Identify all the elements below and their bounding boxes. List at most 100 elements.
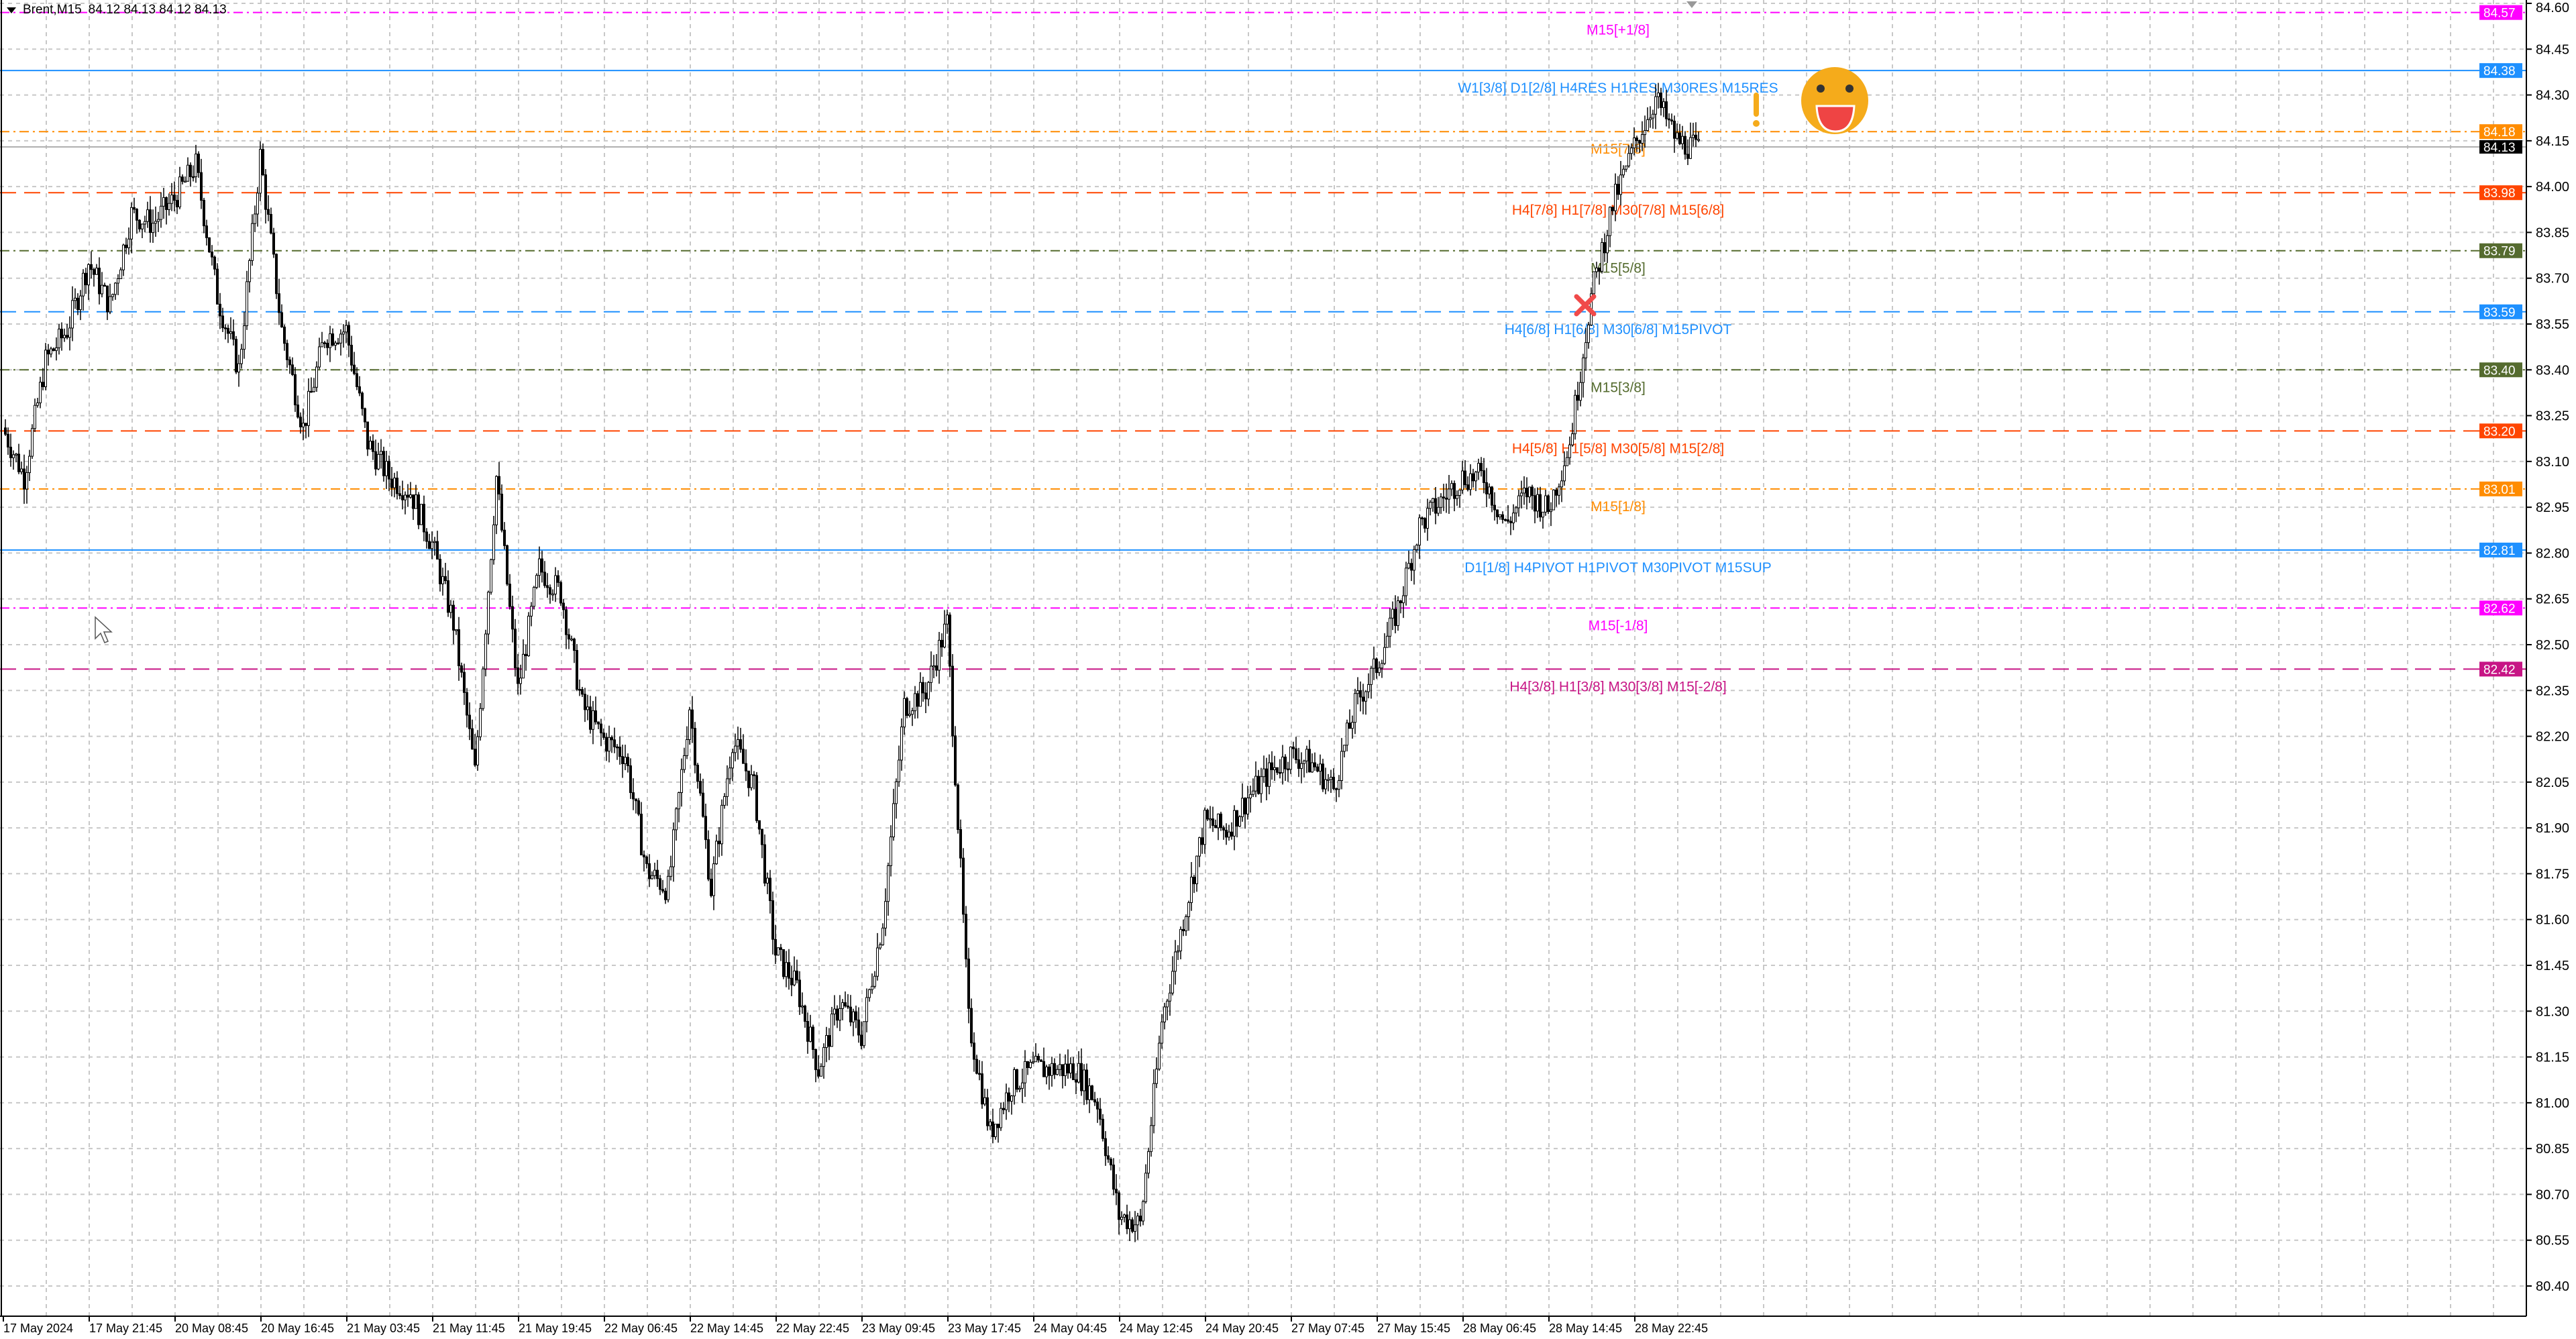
candle [460,665,463,673]
smiley-eye [1817,85,1825,93]
candle [1413,549,1415,571]
candle [60,329,63,339]
candle [1324,779,1327,790]
y-tick-label: 81.45 [2536,959,2569,973]
x-tick-label: 17 May 21:45 [89,1322,162,1335]
candle [1220,813,1222,828]
candle [74,297,76,301]
candle [1652,113,1654,119]
candle [186,164,189,182]
candle [1343,745,1346,752]
candle [315,366,318,388]
candle [927,682,930,700]
candle [1448,488,1450,500]
candle [788,962,790,979]
candle [173,195,176,201]
dropdown-triangle-icon[interactable] [7,7,16,13]
candle [1560,480,1563,488]
candle [1641,134,1644,144]
candle [50,348,52,355]
candle [535,575,538,588]
candle [162,197,165,207]
candle [1123,1214,1126,1218]
candle [342,331,345,335]
candle [1131,1219,1134,1232]
candle [1542,511,1544,518]
smiley-eye [1845,85,1854,93]
candle [141,223,144,229]
candle [1601,242,1603,272]
candle [103,284,106,287]
candle [490,559,492,593]
candle [777,947,780,956]
candle [34,405,36,429]
candle [1190,876,1193,903]
candle [1335,788,1338,790]
candle [458,629,460,666]
candle [372,441,374,452]
candle [1644,130,1646,136]
candle [474,749,476,765]
price-badge [2479,243,2522,258]
candle [1013,1069,1016,1097]
candle [68,327,71,338]
candle [1386,635,1389,648]
candle [1077,1063,1080,1083]
y-tick-label: 84.60 [2536,1,2569,15]
candle [1233,810,1236,837]
candle [374,451,377,470]
x-tick-label: 28 May 06:45 [1463,1322,1536,1335]
candle [1617,184,1619,195]
y-tick-label: 80.70 [2536,1187,2569,1202]
candle [1394,608,1397,627]
candle [334,342,337,346]
candle [1000,1108,1002,1128]
candle [645,856,648,864]
candle [498,476,500,495]
price-badge [2479,600,2522,616]
current-price-label: 84.13 [2483,141,2516,155]
grid [0,0,2526,1316]
candle [1437,506,1440,514]
candle [1397,600,1399,627]
candle [79,295,82,311]
candle [1697,139,1700,141]
candle [1099,1108,1102,1120]
candle [653,869,656,876]
candle [508,584,511,607]
candle [887,865,890,902]
candle [930,665,932,683]
candle [1338,780,1340,790]
candle [1445,497,1448,500]
candle [1139,1216,1142,1222]
candle [771,900,774,940]
candle [398,493,401,496]
candle [903,698,906,728]
candle [326,343,329,348]
candle [994,1124,997,1137]
candle [1268,762,1271,787]
candle [1187,902,1190,917]
candle [839,1008,841,1021]
candle [20,468,23,472]
candle [959,828,962,859]
candle [262,149,264,176]
candle [621,756,624,764]
candle [796,970,798,981]
candle [1257,775,1260,794]
candle [503,529,506,546]
candle [1238,816,1241,827]
candle [753,774,755,776]
candle [7,433,9,447]
candle [1067,1063,1069,1074]
candle [447,580,449,613]
candle [181,176,184,182]
candle [983,1097,986,1105]
price-badge [2479,362,2522,378]
candle [1112,1165,1115,1190]
candle [154,221,157,224]
candle [98,268,101,294]
candle [1316,766,1319,772]
candle [1042,1061,1045,1077]
